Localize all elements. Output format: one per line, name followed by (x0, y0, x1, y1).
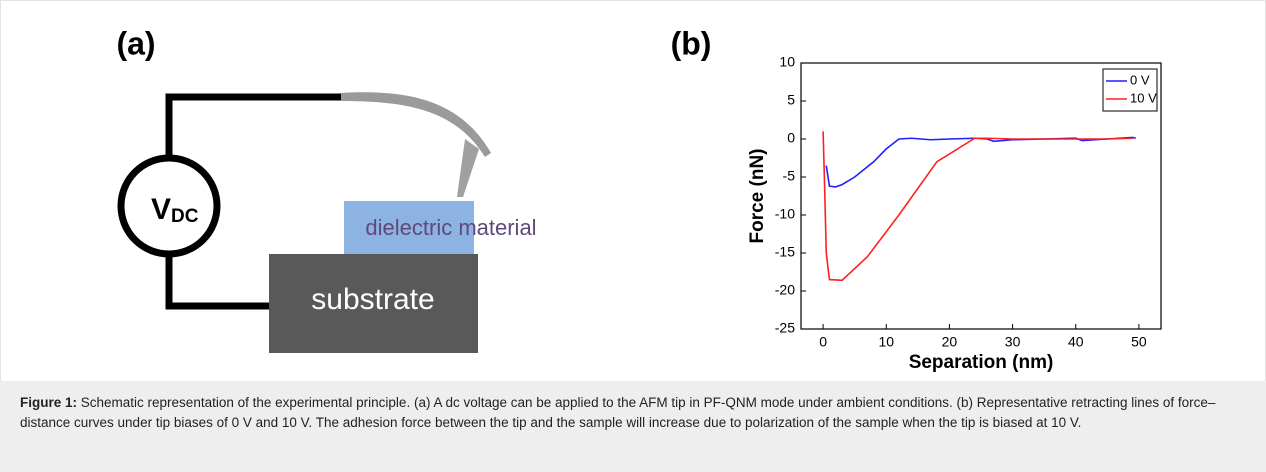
y-axis-label: Force (nN) (747, 149, 768, 244)
source-sub: DC (171, 206, 199, 227)
y-tick-label: -15 (775, 244, 795, 260)
caption-text: Schematic representation of the experime… (20, 395, 1216, 430)
tip (457, 139, 479, 197)
x-tick-label: 50 (1131, 334, 1147, 350)
x-tick-label: 40 (1068, 334, 1084, 350)
y-tick-label: 10 (779, 54, 795, 70)
legend-label: 0 V (1130, 72, 1150, 87)
source-label: VDC (151, 193, 199, 227)
panel-label: (a) (116, 25, 155, 61)
legend-box (1102, 68, 1158, 112)
x-tick-label: 10 (878, 334, 894, 350)
y-tick-label: 5 (787, 92, 795, 108)
y-tick-label: -10 (775, 206, 795, 222)
x-tick-label: 30 (1005, 334, 1021, 350)
dielectric (344, 201, 474, 254)
substrate-label: substrate (311, 283, 434, 316)
x-axis-label: Separation (nm) (909, 352, 1054, 373)
caption: Figure 1: Schematic representation of th… (0, 381, 1266, 472)
panel-label: (b) (671, 25, 712, 61)
y-tick-label: -25 (775, 320, 795, 336)
y-tick-label: -20 (775, 282, 795, 298)
x-tick-label: 0 (819, 334, 827, 350)
plot-frame (800, 62, 1162, 330)
substrate (269, 254, 478, 353)
caption-label: Figure 1: (20, 395, 78, 410)
y-tick-label: 0 (787, 130, 795, 146)
source-v: V (151, 193, 171, 226)
y-tick-label: -5 (783, 168, 796, 184)
dielectric-label: dielectric material (365, 215, 536, 240)
x-tick-label: 20 (942, 334, 958, 350)
data-line (825, 136, 1136, 188)
data-line (822, 131, 1133, 282)
figure: (a) VDC dielectric material substrate (b… (0, 0, 1266, 381)
legend-label: 10 V (1130, 90, 1157, 105)
figure-art: (a) VDC dielectric material substrate (b… (116, 25, 1162, 373)
circuit (117, 93, 341, 310)
cantilever (341, 92, 491, 157)
